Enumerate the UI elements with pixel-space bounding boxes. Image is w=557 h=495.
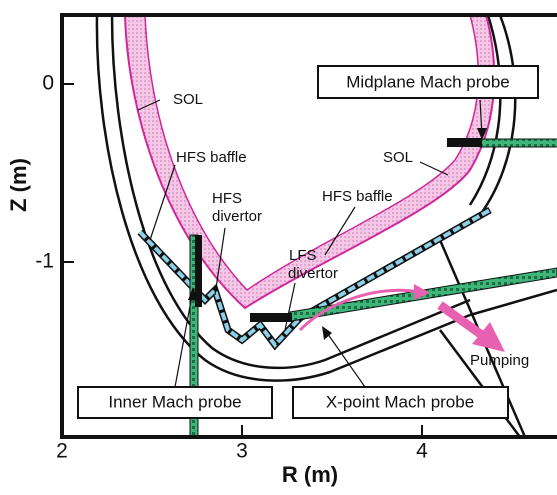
label: HFS baffle <box>322 188 393 205</box>
midplane-probe <box>479 138 557 148</box>
divertor-plate-face <box>138 208 491 349</box>
right-wall-inner <box>468 15 502 206</box>
leaders <box>137 99 483 388</box>
probe-label: X-point Mach probe <box>326 392 474 411</box>
arrow-head <box>472 322 505 352</box>
frame <box>60 13 557 439</box>
flow-arrow <box>298 288 421 332</box>
separatrix <box>124 15 496 310</box>
probe-box <box>317 65 539 99</box>
port-wall <box>438 329 522 437</box>
label: SOL <box>173 91 203 108</box>
label: divertor <box>212 208 262 225</box>
label: LFS <box>289 247 317 264</box>
inner-wall <box>110 15 471 370</box>
probe-box <box>77 386 273 419</box>
cross-section <box>95 15 557 437</box>
label: HFS baffle <box>176 149 247 166</box>
probe-label: Inner Mach probe <box>108 392 241 411</box>
label: divertor <box>288 265 338 282</box>
inner-probe-head <box>195 235 202 307</box>
x-point-probe-head <box>250 313 292 322</box>
x-axis-label: R (m) <box>282 462 338 487</box>
y-tick-label: -1 <box>35 250 54 273</box>
x-tick-label: 4 <box>416 440 428 463</box>
outer-wall <box>95 15 471 382</box>
label: Pumping <box>470 352 529 369</box>
label: HFS <box>212 190 242 207</box>
arrow-head <box>188 287 198 300</box>
probe-box <box>292 386 509 419</box>
label: SOL <box>383 149 413 166</box>
arrow-head <box>477 128 487 140</box>
port-wall <box>469 288 557 317</box>
arrow-head <box>414 284 430 300</box>
y-tick-label: 0 <box>42 72 54 95</box>
probe-label: Midplane Mach probe <box>346 72 509 91</box>
x-tick-label: 3 <box>236 440 248 463</box>
arrow-head <box>322 326 332 340</box>
inner-probe <box>189 234 199 437</box>
x-tick-label: 2 <box>56 440 68 463</box>
pumping-arrow <box>437 301 489 342</box>
y-axis-label: Z (m) <box>6 158 31 212</box>
sol-edge <box>144 15 479 291</box>
midplane-probe-head <box>447 138 482 147</box>
